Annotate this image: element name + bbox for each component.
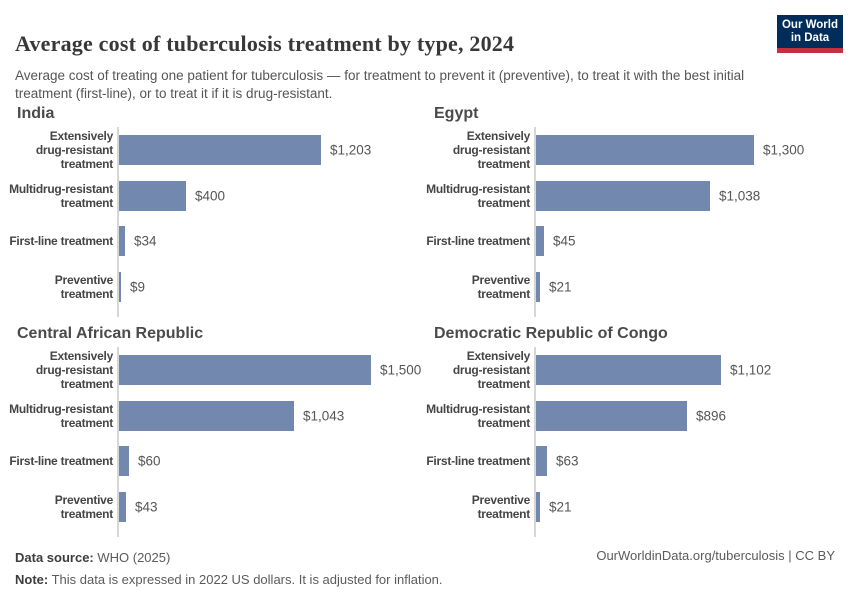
category-label: First-line treatment [9,454,113,468]
bar-row: Extensively drug-resistant treatment $1,3… [417,127,850,173]
bar [536,181,710,211]
bar [536,401,687,431]
category-label: First-line treatment [426,234,530,248]
data-source-line: Data source: WHO (2025) [15,547,443,569]
footer-link[interactable]: OurWorldinData.org/tuberculosis | CC BY [596,548,835,563]
bar-row: First-line treatment $60 [0,438,433,484]
category-label: Multidrug-resistant treatment [9,402,113,430]
bar [119,135,321,165]
value-label: $9 [130,279,146,295]
category-label: Preventive treatment [54,493,113,521]
bar-row: First-line treatment $63 [417,438,850,484]
note-label: Note: [15,572,49,587]
panel-title: Central African Republic [17,325,204,342]
value-label: $60 [138,453,161,469]
bar [536,446,547,476]
bar-row: Multidrug-resistant treatment $400 [0,173,433,219]
panel-title: India [17,105,55,122]
owid-logo-line2: in Data [790,32,830,44]
bar [536,492,540,522]
owid-logo-line1: Our World [781,19,838,31]
category-label: Multidrug-resistant treatment [426,182,530,210]
bar-row: Multidrug-resistant treatment $1,038 [417,173,850,219]
bar-row: First-line treatment $34 [0,218,433,264]
value-label: $400 [195,188,226,204]
bar [536,226,544,256]
value-label: $896 [696,408,727,424]
value-label: $1,300 [763,142,805,158]
value-label: $21 [549,499,572,515]
bar [119,226,125,256]
y-axis-line [534,347,536,537]
category-label: First-line treatment [426,454,530,468]
bar [119,492,126,522]
category-label: Extensively drug-resistant treatment [35,349,113,391]
bar [119,355,371,385]
note-value: This data is expressed in 2022 US dollar… [48,572,443,587]
bar-row: Multidrug-resistant treatment $896 [417,393,850,439]
chart-subtitle: Average cost of treating one patient for… [15,67,745,101]
footer-left: Data source: WHO (2025) Note: This data … [15,547,443,591]
bar [536,272,540,302]
bar-row: Multidrug-resistant treatment $1,043 [0,393,433,439]
bar [119,272,121,302]
bar [119,401,294,431]
owid-logo-red-bar [777,48,843,53]
country-panel: India Extensively drug-resistant treatme… [0,105,433,323]
value-label: $1,043 [303,408,345,424]
y-axis-line [117,347,119,537]
value-label: $43 [135,499,158,515]
category-label: Extensively drug-resistant treatment [35,129,113,171]
category-label: Preventive treatment [54,273,113,301]
value-label: $1,102 [730,362,772,378]
country-panel: Central African Republic Extensively dru… [0,325,433,543]
y-axis-line [117,127,119,317]
bar [536,355,721,385]
value-label: $45 [553,233,576,249]
category-label: Multidrug-resistant treatment [426,402,530,430]
country-panel: Egypt Extensively drug-resistant treatme… [417,105,850,323]
category-label: Extensively drug-resistant treatment [452,129,530,171]
category-label: Multidrug-resistant treatment [9,182,113,210]
y-axis-line [534,127,536,317]
owid-logo-box: Our World in Data [777,15,843,48]
bar-row: Preventive treatment $43 [0,484,433,530]
bar-row: Extensively drug-resistant treatment $1,2… [0,127,433,173]
value-label: $1,500 [380,362,422,378]
owid-logo: Our World in Data [777,15,843,53]
category-label: First-line treatment [9,234,113,248]
category-label: Preventive treatment [471,273,530,301]
data-source-value: WHO (2025) [93,550,171,565]
note-line: Note: This data is expressed in 2022 US … [15,569,443,591]
chart-title: Average cost of tuberculosis treatment b… [15,30,515,56]
value-label: $34 [134,233,157,249]
bar-row: First-line treatment $45 [417,218,850,264]
value-label: $21 [549,279,572,295]
value-label: $63 [556,453,579,469]
panel-title: Egypt [434,105,479,122]
bar-row: Extensively drug-resistant treatment $1,1… [417,347,850,393]
country-panel: Democratic Republic of Congo Extensively… [417,325,850,543]
data-source-label: Data source: [15,550,94,565]
bar [119,446,129,476]
value-label: $1,038 [719,188,761,204]
category-label: Preventive treatment [471,493,530,521]
panel-title: Democratic Republic of Congo [434,325,668,342]
bar [536,135,754,165]
category-label: Extensively drug-resistant treatment [452,349,530,391]
bar-row: Preventive treatment $21 [417,484,850,530]
bar-row: Preventive treatment $9 [0,264,433,310]
bar [119,181,186,211]
bar-row: Preventive treatment $21 [417,264,850,310]
bar-row: Extensively drug-resistant treatment $1,5… [0,347,433,393]
value-label: $1,203 [330,142,372,158]
